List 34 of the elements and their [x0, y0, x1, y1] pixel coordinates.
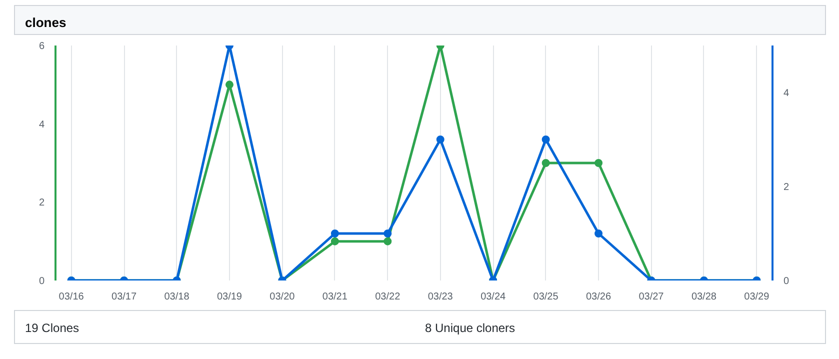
- x-tick-label: 03/20: [270, 292, 296, 302]
- y-tick-label: 4: [38, 119, 45, 130]
- x-tick-label: 03/24: [480, 292, 506, 302]
- point: [594, 159, 603, 167]
- point: [542, 159, 550, 167]
- x-tick-label: 03/22: [375, 292, 401, 302]
- x-tick-label: 03/28: [691, 292, 717, 302]
- y-tick-label: 6: [38, 41, 45, 52]
- x-tick-label: 03/23: [428, 292, 454, 302]
- x-tick-label: 03/27: [638, 292, 664, 302]
- y-tick-label: 0: [38, 276, 45, 287]
- y2-tick-label: 2: [784, 182, 790, 193]
- point: [330, 230, 339, 238]
- x-tick-label: 03/21: [322, 292, 348, 302]
- y2-tick-label: 4: [784, 88, 790, 99]
- x-tick-label: 03/29: [744, 292, 770, 302]
- point: [384, 230, 392, 238]
- point: [436, 136, 444, 144]
- point: [225, 80, 234, 89]
- x-tick-label: 03/16: [58, 292, 84, 302]
- x-tick-label: 03/18: [164, 292, 190, 302]
- point: [542, 136, 550, 144]
- chart-title: clones: [25, 14, 66, 32]
- point: [330, 237, 339, 246]
- x-tick-label: 03/17: [112, 292, 137, 302]
- y-tick-label: 2: [38, 198, 45, 209]
- text: 19 Clones: [25, 320, 80, 337]
- point: [594, 230, 603, 238]
- x-tick-label: 03/26: [586, 292, 612, 302]
- x-tick-label: 03/19: [216, 292, 242, 302]
- y2-tick-label: 0: [784, 276, 790, 287]
- x-tick-label: 03/25: [533, 292, 559, 302]
- text: 8 Unique cloners: [425, 320, 516, 337]
- point: [384, 237, 392, 246]
